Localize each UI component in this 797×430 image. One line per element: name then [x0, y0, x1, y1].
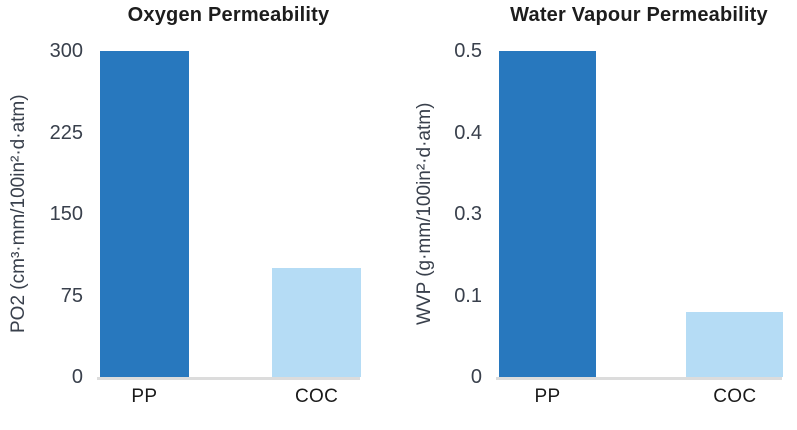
category-labels: PP COC: [496, 386, 782, 412]
category-label-pp: PP: [131, 386, 158, 407]
chart-title: Water Vapour Permeability: [510, 4, 768, 26]
plot-area: [97, 51, 362, 380]
y-tick-label: 0.1: [454, 284, 482, 307]
category-label-pp: PP: [534, 386, 561, 407]
y-tick-label: 0.3: [454, 203, 482, 225]
category-label-coc: COC: [295, 386, 339, 407]
plot-area: [496, 51, 784, 380]
y-tick-label: 225: [49, 121, 83, 144]
category-label-coc: COC: [713, 386, 757, 407]
y-tick-label: 300: [49, 40, 83, 62]
bar-pp: [498, 51, 597, 377]
bar-coc: [271, 268, 362, 377]
y-axis-ticks: 0 75 150 225 300: [0, 41, 83, 387]
chart-title: Oxygen Permeability: [127, 4, 330, 26]
y-tick-label: 0.5: [454, 40, 482, 62]
y-tick-label: 0: [71, 366, 83, 388]
oxygen-permeability-chart: Oxygen Permeability PO2 (cm³·mm/100in²·d…: [0, 4, 362, 412]
category-labels: PP COC: [97, 386, 360, 412]
bar-pp: [99, 51, 190, 377]
y-tick-label: 150: [49, 203, 83, 225]
bar-coc: [686, 311, 784, 377]
y-tick-label: 0: [470, 366, 482, 388]
y-tick-label: 75: [60, 284, 83, 307]
y-axis-ticks: 0 0.1 0.3 0.4 0.5: [400, 41, 482, 387]
water-vapour-permeability-chart: Water Vapour Permeability WVP (g·mm/100i…: [400, 0, 797, 430]
y-tick-label: 0.4: [454, 121, 482, 144]
